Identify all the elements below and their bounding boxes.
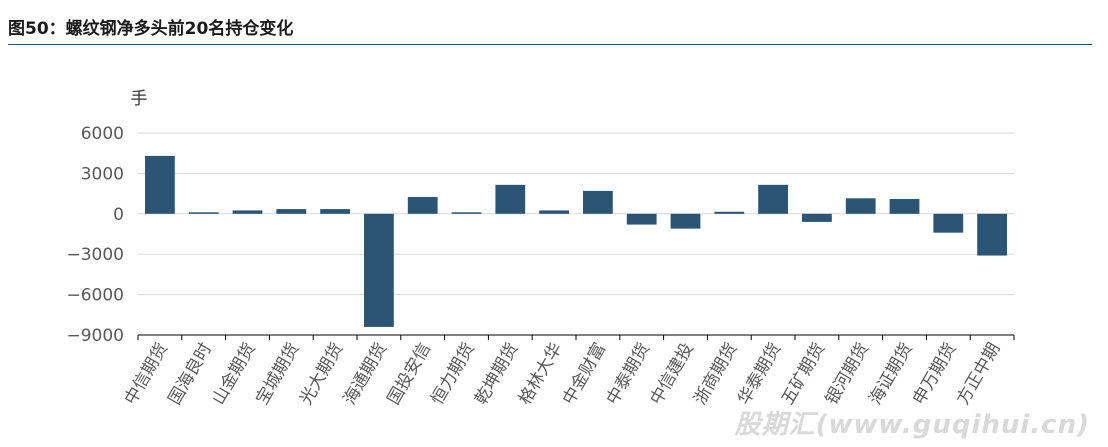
bar [889, 198, 920, 214]
bar [758, 184, 788, 214]
bar [364, 213, 394, 327]
title-divider [8, 44, 1092, 45]
y-axis-unit-label: 手 [131, 89, 148, 109]
axes [137, 334, 1015, 340]
bar [495, 184, 526, 214]
bar [802, 213, 832, 222]
y-tick-label: 3000 [81, 164, 124, 184]
chart-title: 图50：螺纹钢净多头前20名持仓变化 [8, 19, 294, 39]
bar [407, 196, 438, 214]
y-tick-label: 6000 [81, 124, 124, 144]
grid-lines [138, 132, 1014, 336]
watermark-text: 股期汇(www.guqihui.cn) [734, 410, 1090, 440]
bar [670, 213, 701, 229]
y-tick-label: −3000 [66, 245, 124, 265]
bar [451, 212, 482, 214]
bar [583, 190, 613, 214]
bar [845, 198, 876, 214]
axis-labels: 手600030000−3000−6000−9000中信期货国海良时山金期货宝城期… [66, 89, 1004, 408]
y-tick-label: −9000 [66, 326, 124, 346]
bars [145, 155, 1007, 327]
y-tick-label: −6000 [66, 286, 124, 306]
y-tick-label: 0 [113, 205, 124, 225]
bar [714, 211, 745, 214]
bar [977, 213, 1007, 256]
bar [188, 212, 219, 214]
x-category-label: 方正中期 [953, 340, 1004, 409]
bar [320, 209, 350, 214]
bar [232, 210, 263, 214]
bar [145, 155, 175, 214]
bar [539, 210, 569, 214]
bar [276, 209, 307, 214]
bar [626, 213, 657, 225]
bar [933, 213, 964, 233]
